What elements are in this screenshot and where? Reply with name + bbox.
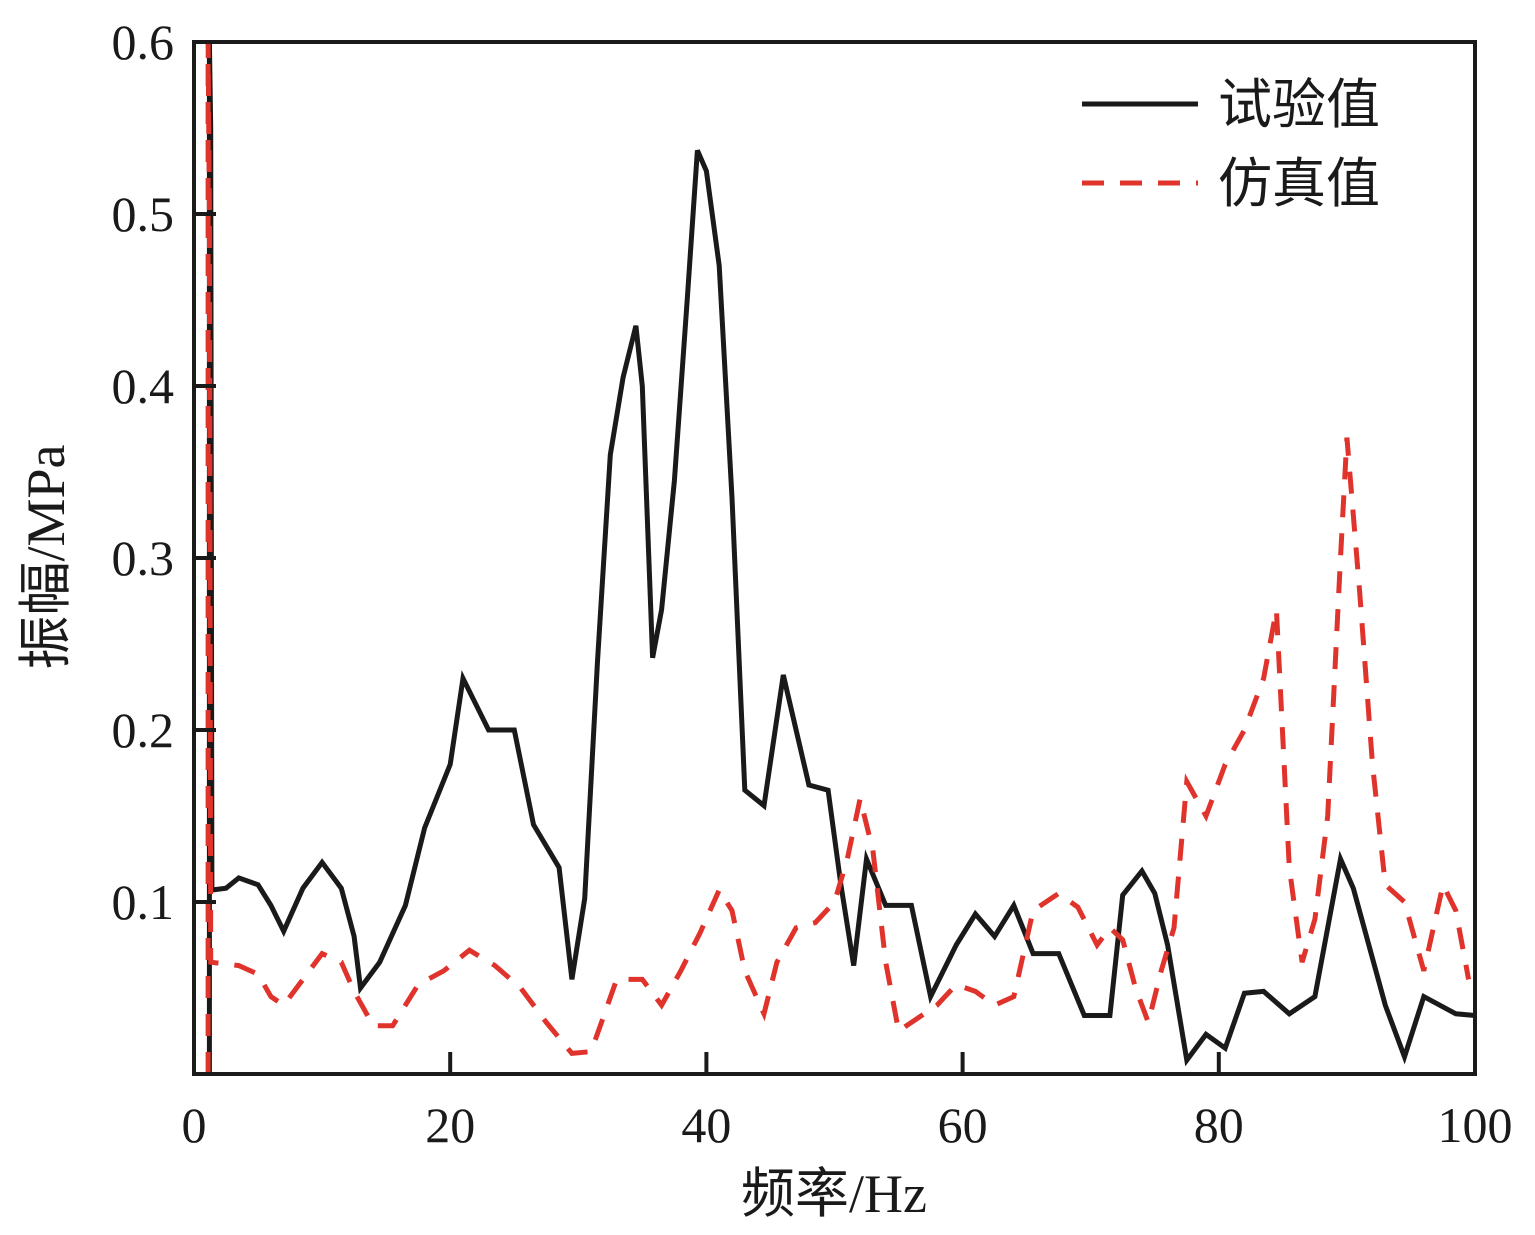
legend-label-2: 仿真值 bbox=[1218, 154, 1380, 214]
y-tick-label: 0.6 bbox=[112, 14, 175, 70]
y-tick-label: 0.4 bbox=[112, 358, 175, 414]
x-tick-label: 40 bbox=[681, 1097, 731, 1153]
y-tick-label: 0.1 bbox=[112, 874, 175, 930]
legend-label-1: 试验值 bbox=[1218, 75, 1380, 135]
series-layer bbox=[205, 41, 1476, 1074]
x-tick-label: 80 bbox=[1194, 1097, 1244, 1153]
y-tick-label: 0.5 bbox=[112, 186, 175, 242]
series-line-1 bbox=[206, 41, 1476, 1074]
y-tick-label: 0.3 bbox=[112, 530, 175, 586]
x-tick-label: 100 bbox=[1438, 1097, 1513, 1153]
y-axis-title: 振幅/MPa bbox=[16, 444, 76, 669]
x-tick-label: 60 bbox=[938, 1097, 988, 1153]
y-tick-label: 0.2 bbox=[112, 702, 175, 758]
x-axis-title: 频率/Hz bbox=[741, 1164, 927, 1224]
x-tick-label: 0 bbox=[182, 1097, 207, 1153]
x-tick-label: 20 bbox=[425, 1097, 475, 1153]
series-line-2 bbox=[205, 41, 1472, 1074]
axes-layer: 0 20 40 60 80 100 0.1 0.2 0.3 0.4 0.5 0.6 bbox=[112, 14, 1513, 1153]
